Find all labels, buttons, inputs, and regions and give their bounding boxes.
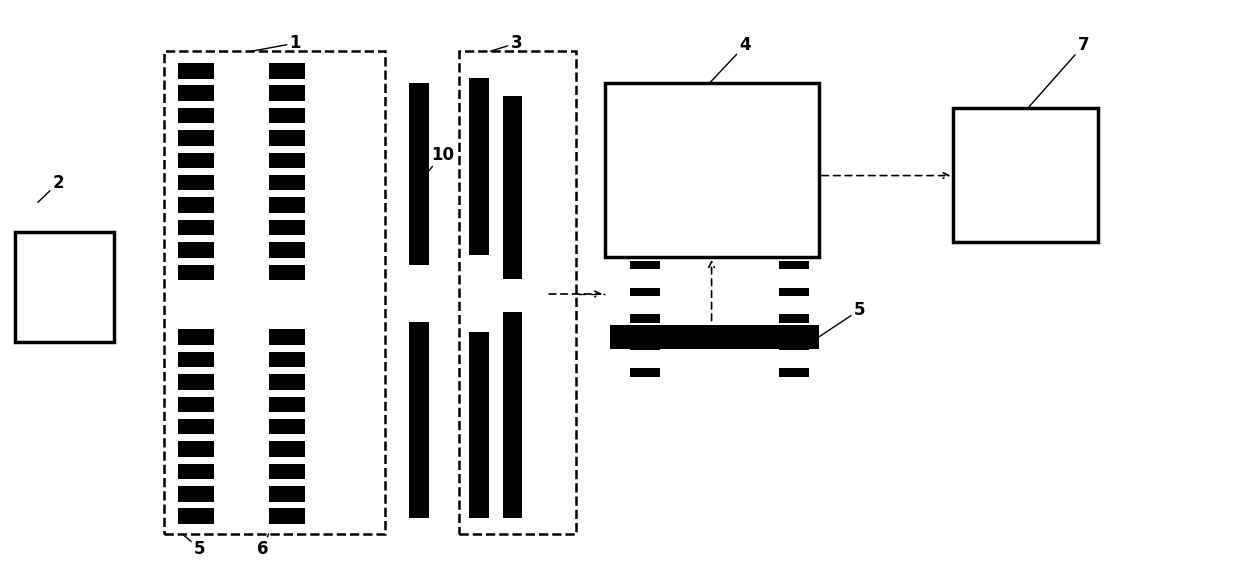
Bar xyxy=(269,197,305,213)
Text: 2: 2 xyxy=(37,174,64,203)
Bar xyxy=(179,175,215,191)
Bar xyxy=(469,332,489,518)
Text: 10: 10 xyxy=(419,146,454,183)
Bar xyxy=(610,325,820,349)
Bar xyxy=(779,368,810,377)
Bar xyxy=(269,108,305,123)
Bar xyxy=(779,261,810,269)
Bar xyxy=(269,153,305,168)
Bar xyxy=(469,78,489,255)
Bar xyxy=(179,130,215,146)
Bar xyxy=(179,86,215,101)
Bar xyxy=(179,419,215,434)
Bar xyxy=(269,374,305,390)
Bar xyxy=(269,220,305,235)
Bar xyxy=(179,441,215,457)
Bar xyxy=(502,312,522,518)
Bar xyxy=(179,220,215,235)
Bar xyxy=(269,419,305,434)
Bar xyxy=(779,315,810,323)
Bar xyxy=(269,352,305,367)
Bar xyxy=(409,322,429,518)
Bar xyxy=(630,341,660,350)
Bar xyxy=(179,63,215,79)
Bar xyxy=(630,315,660,323)
Bar xyxy=(269,441,305,457)
Bar xyxy=(630,261,660,269)
Bar xyxy=(15,232,114,342)
Bar xyxy=(269,86,305,101)
Text: 6: 6 xyxy=(257,534,269,558)
Bar xyxy=(179,242,215,258)
Bar xyxy=(630,368,660,377)
Bar xyxy=(269,464,305,479)
Bar xyxy=(179,396,215,412)
Bar xyxy=(630,288,660,296)
Bar xyxy=(269,329,305,345)
Text: 4: 4 xyxy=(709,36,751,83)
Bar xyxy=(179,265,215,280)
Text: 5: 5 xyxy=(182,534,206,558)
Text: 5: 5 xyxy=(820,301,866,337)
Bar xyxy=(502,96,522,279)
Bar xyxy=(269,175,305,191)
Bar xyxy=(179,508,215,524)
Bar xyxy=(269,63,305,79)
Bar xyxy=(269,486,305,501)
Bar xyxy=(179,374,215,390)
Bar xyxy=(179,108,215,123)
Bar xyxy=(269,396,305,412)
Bar xyxy=(269,242,305,258)
Text: 3: 3 xyxy=(491,34,522,52)
Bar xyxy=(179,352,215,367)
Bar xyxy=(179,486,215,501)
Bar xyxy=(179,329,215,345)
Text: 1: 1 xyxy=(252,34,301,52)
Bar xyxy=(269,265,305,280)
Bar xyxy=(954,108,1097,242)
Bar xyxy=(409,83,429,265)
Bar xyxy=(179,153,215,168)
Bar xyxy=(179,197,215,213)
Bar xyxy=(779,341,810,350)
Bar xyxy=(269,508,305,524)
Bar xyxy=(605,83,820,257)
Bar xyxy=(269,130,305,146)
Bar xyxy=(179,464,215,479)
Bar xyxy=(779,288,810,296)
Bar xyxy=(459,51,577,534)
Text: 7: 7 xyxy=(1028,36,1090,108)
Bar xyxy=(164,51,386,534)
